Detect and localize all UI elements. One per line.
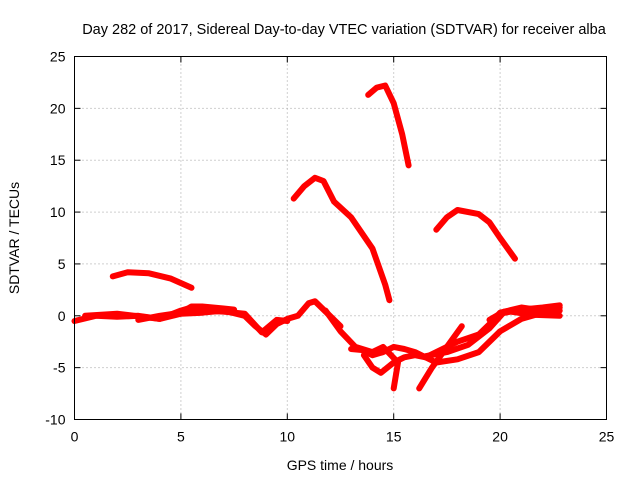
series-arc-e [290,174,393,304]
chart-title: Day 282 of 2017, Sidereal Day-to-day VTE… [82,22,607,38]
series-arc-f [365,82,412,169]
y-tick-label: -5 [53,360,66,376]
series-arc-k [416,323,465,392]
y-tick-label: 5 [58,256,66,272]
series-arc-m [486,308,563,323]
y-tick-label: 25 [50,49,66,65]
x-tick-label: 0 [71,429,79,445]
series-arc-g [433,207,518,262]
plot-frame [74,56,607,420]
series-arc-i [348,307,563,366]
series-arc-c [135,303,238,323]
axis-ticks [74,56,607,420]
y-tick-label: 0 [58,308,66,324]
series-arc-l [422,302,563,360]
y-tick-label: 20 [50,100,66,116]
y-tick-label: 10 [50,204,66,220]
data-series [71,82,563,392]
x-tick-label: 20 [492,429,508,445]
series-arc-d [109,269,195,291]
x-axis-label: GPS time / hours [287,457,394,473]
y-axis-label: SDTVAR / TECUs [6,182,22,294]
y-tick-label: -10 [45,412,65,428]
x-tick-label: 15 [386,429,402,445]
x-tick-label: 10 [280,429,296,445]
x-tick-label: 25 [599,429,615,445]
y-tick-label: 15 [50,152,66,168]
x-tick-label: 5 [177,429,185,445]
tick-labels: 0 5 10 15 20 25 -10 -5 0 5 10 15 20 25 [45,49,614,445]
